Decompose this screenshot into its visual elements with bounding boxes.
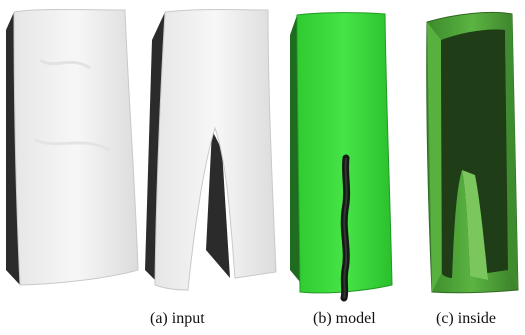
caption-model: (b) model: [313, 310, 376, 327]
input-block-left: [6, 9, 139, 286]
model-block: [290, 12, 393, 302]
inside-block: [426, 11, 519, 294]
caption-input: (a) input: [150, 310, 205, 327]
mesh-renderings: [6, 9, 519, 302]
input-block-right: [145, 9, 277, 291]
caption-inside: (c) inside: [436, 310, 496, 327]
